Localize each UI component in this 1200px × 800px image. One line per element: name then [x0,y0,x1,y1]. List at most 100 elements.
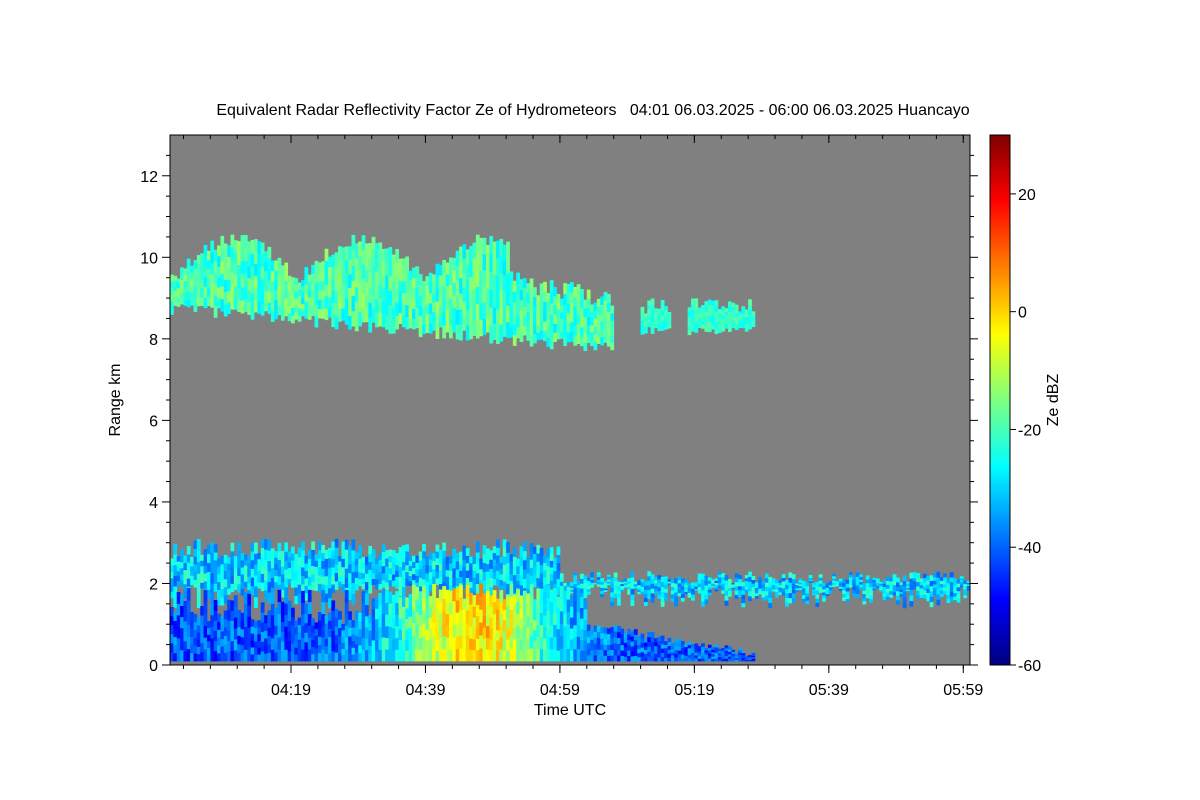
heatmap-cell [778,582,783,586]
heatmap-cell [270,592,275,604]
heatmap-cell [640,651,645,657]
heatmap-cell [375,563,379,570]
heatmap-cell [264,590,268,601]
heatmap-cell [734,658,739,661]
heatmap-cell [418,568,423,578]
heatmap-cell [388,304,393,320]
heatmap-cell [691,655,695,659]
heatmap-cell [301,541,305,551]
heatmap-cell [617,655,621,662]
heatmap-cell [667,312,672,316]
heatmap-cell [738,593,742,597]
heatmap-cell [385,558,389,567]
heatmap-cell [247,290,252,303]
heatmap-cell [610,342,615,351]
heatmap-cell [812,587,816,590]
heatmap-cell [277,601,282,614]
heatmap-cell [206,627,211,635]
heatmap-cell [438,613,443,626]
heatmap-cell [217,629,221,638]
heatmap-cell [465,577,470,586]
heatmap-cell [704,321,709,327]
heatmap-cell [489,595,494,607]
heatmap-cell [455,569,460,578]
heatmap-cell [294,562,299,571]
heatmap-cell [254,299,258,313]
heatmap-cell [865,590,870,595]
heatmap-cell [270,626,275,639]
heatmap-cell [270,311,275,322]
heatmap-cell [307,625,312,638]
heatmap-cell [670,586,675,591]
heatmap-cell [206,250,211,261]
heatmap-cell [448,602,453,615]
heatmap-cell [482,627,487,639]
heatmap-cell [647,656,652,662]
heatmap-cell [230,630,235,642]
heatmap-cell [885,588,890,593]
heatmap-cell [220,235,225,249]
heatmap-cell [482,604,487,617]
heatmap-cell [452,257,457,271]
heatmap-cell [664,657,668,662]
heatmap-cell [640,320,645,326]
heatmap-cell [754,592,759,597]
heatmap-cell [707,592,712,596]
heatmap-cell [610,582,615,588]
heatmap-cell [381,613,386,626]
heatmap-cell [701,308,705,314]
heatmap-cell [533,573,537,581]
heatmap-cell [838,582,843,585]
heatmap-cell [233,606,238,618]
heatmap-cell [311,581,315,591]
heatmap-cell [257,654,262,662]
heatmap-cell [301,637,305,650]
heatmap-cell [284,560,289,570]
heatmap-cell [933,580,937,585]
heatmap-cell [243,234,248,249]
heatmap-cell [425,323,430,333]
heatmap-cell [412,298,416,309]
heatmap-cell [442,285,447,300]
heatmap-cell [707,644,712,648]
heatmap-cell [432,635,436,649]
heatmap-cell [203,557,208,566]
heatmap-cell [314,572,319,579]
heatmap-cell [233,251,238,264]
heatmap-cell [438,316,443,328]
heatmap-cell [586,588,591,592]
heatmap-cell [909,572,914,579]
heatmap-cell [452,282,457,296]
heatmap-cell [381,601,386,614]
heatmap-cell [294,305,299,313]
colorbar-gradient [989,134,1011,666]
heatmap-cell [338,246,342,260]
heatmap-cell [274,299,278,310]
heatmap-cell [667,657,672,662]
heatmap-cell [425,589,430,599]
heatmap-cell [657,323,662,328]
heatmap-cell [922,586,927,591]
heatmap-cell [173,543,178,555]
heatmap-cell [280,641,285,652]
heatmap-cell [828,583,833,586]
heatmap-cell [519,320,524,332]
heatmap-cell [183,621,188,632]
heatmap-cell [267,246,272,259]
heatmap-cell [287,305,292,314]
heatmap-cell [835,582,840,584]
colorbar-label: Ze dBZ [1045,374,1062,427]
heatmap-cell [543,321,547,332]
heatmap-cell [331,650,336,662]
heatmap-cell [657,327,662,332]
heatmap-cell [190,652,194,662]
heatmap-cell [549,637,554,650]
heatmap-cell [317,628,322,637]
heatmap-cell [378,615,383,628]
heatmap-cell [933,584,937,589]
heatmap-cell [408,270,413,281]
heatmap-cell [899,586,904,590]
heatmap-cell [815,586,820,591]
heatmap-cell [257,570,262,577]
heatmap-cell [714,580,719,583]
